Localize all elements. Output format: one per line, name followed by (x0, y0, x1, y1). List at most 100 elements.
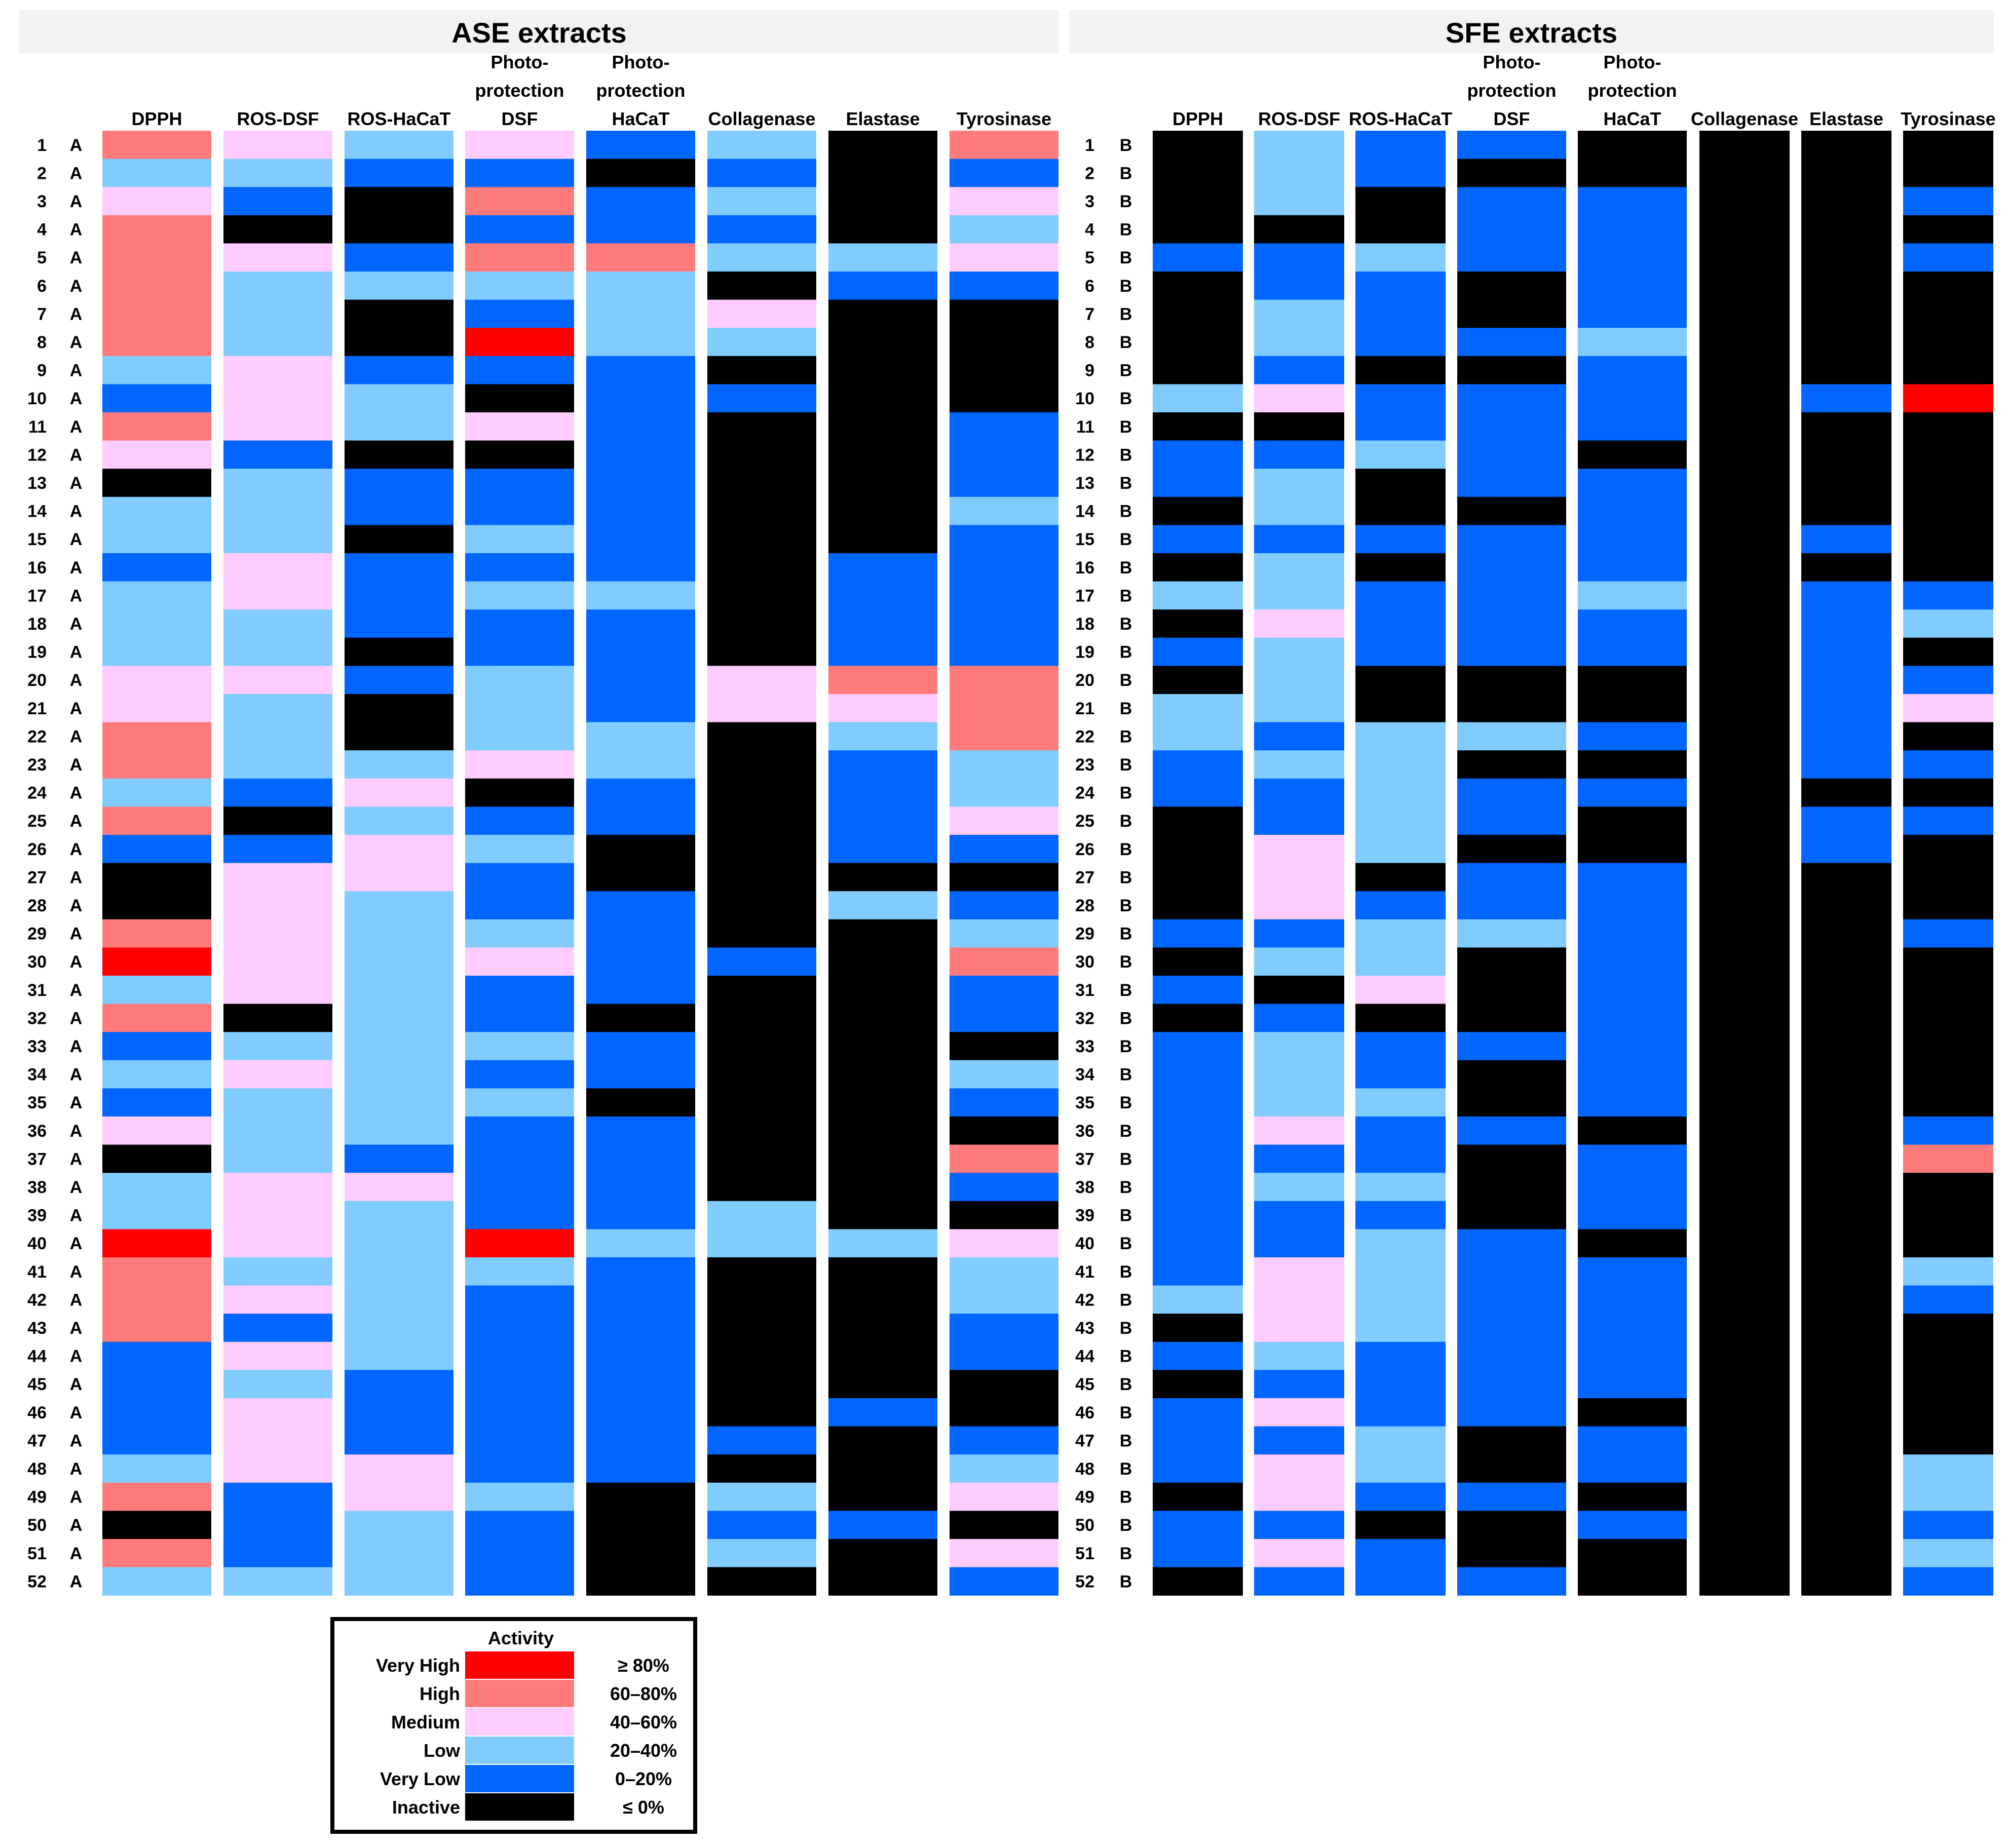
heatmap-cell (1903, 1116, 1993, 1145)
heatmap-cell (102, 1511, 211, 1539)
heatmap-cell (223, 469, 332, 497)
row-type: B (1120, 389, 1132, 408)
column-header: Elastase (1809, 108, 1883, 129)
heatmap-cell (345, 553, 453, 582)
heatmap-cell (950, 525, 1058, 554)
heatmap-cell (1457, 384, 1566, 413)
heatmap-cell (345, 1144, 453, 1173)
heatmap-cell (102, 1201, 211, 1229)
heatmap-cell (828, 553, 937, 582)
row-type: B (1120, 1375, 1132, 1394)
heatmap-cell (345, 947, 453, 976)
heatmap-cell (102, 215, 211, 244)
heatmap-cell (828, 806, 937, 835)
heatmap-cell (1801, 1088, 1891, 1117)
heatmap-cell (1801, 1398, 1891, 1427)
heatmap-cell (1153, 1285, 1243, 1314)
row-type: A (70, 502, 83, 521)
heatmap-cell (1903, 778, 1993, 807)
row-number: 12 (1075, 445, 1094, 465)
heatmap-cell (1801, 1116, 1891, 1145)
heatmap-cell (950, 243, 1058, 272)
heatmap-cell (345, 1511, 453, 1539)
heatmap-cell (1355, 1539, 1446, 1568)
heatmap-cell (1153, 1032, 1243, 1061)
heatmap-cell (1457, 919, 1566, 948)
heatmap-cell (707, 525, 816, 554)
heatmap-cell (707, 1454, 816, 1483)
row-type: B (1120, 1122, 1132, 1141)
row-number: 45 (1075, 1375, 1094, 1394)
heatmap-cell (1153, 722, 1243, 751)
heatmap-cell (102, 553, 211, 582)
row-type: B (1120, 671, 1132, 690)
heatmap-cell (102, 609, 211, 638)
heatmap-cell (828, 131, 937, 160)
heatmap-cell (1903, 1004, 1993, 1032)
heatmap-cell (1801, 384, 1891, 413)
row-type: A (70, 417, 83, 437)
heatmap-cell (828, 666, 937, 695)
row-number: 50 (27, 1516, 47, 1535)
heatmap-cell (828, 1032, 937, 1061)
heatmap-cell (1153, 609, 1243, 638)
heatmap-cell (950, 1229, 1058, 1258)
heatmap-cell (102, 1144, 211, 1173)
heatmap-cell (1153, 1173, 1243, 1202)
heatmap-cell (707, 187, 816, 216)
heatmap-cell (223, 159, 332, 187)
heatmap-cell (1153, 1201, 1243, 1229)
heatmap-cell (707, 356, 816, 384)
row-number: 8 (1085, 333, 1094, 352)
heatmap-cell (707, 891, 816, 920)
heatmap-cell (950, 919, 1058, 948)
heatmap-cell (1578, 694, 1687, 723)
row-number: 14 (27, 502, 47, 521)
heatmap-cell (1578, 299, 1687, 328)
heatmap-cell (465, 1173, 574, 1202)
heatmap-cell (1153, 1116, 1243, 1145)
heatmap-cell (465, 1201, 574, 1229)
heatmap-cell (1355, 215, 1446, 244)
row-type: B (1120, 896, 1132, 915)
row-number: 9 (1085, 361, 1094, 380)
heatmap-cell (1355, 272, 1446, 300)
row-number: 3 (1085, 192, 1094, 211)
row-number: 43 (27, 1319, 47, 1338)
heatmap-cell (707, 694, 816, 723)
heatmap-cell (1153, 1314, 1243, 1342)
row-number: 20 (1075, 671, 1094, 690)
heatmap-cell (1457, 1060, 1566, 1089)
row-type: B (1120, 1065, 1132, 1085)
row-type: B (1120, 1234, 1132, 1253)
heatmap-cell (1801, 1060, 1891, 1089)
heatmap-cell (707, 328, 816, 357)
row-number: 3 (37, 192, 47, 211)
heatmap-cell (102, 412, 211, 441)
legend-item-label: Inactive (392, 1797, 460, 1818)
heatmap-cell (465, 1426, 574, 1455)
heatmap-cell (1699, 891, 1790, 920)
heatmap-cell (1153, 243, 1243, 272)
row-type: A (70, 164, 83, 183)
row-type: A (70, 1178, 83, 1197)
row-number: 51 (1075, 1544, 1094, 1563)
heatmap-cell (1153, 440, 1243, 469)
heatmap-cell (223, 1511, 332, 1539)
heatmap-cell (1457, 412, 1566, 441)
row-type: B (1120, 1488, 1132, 1507)
heatmap-cell (1903, 694, 1993, 723)
heatmap-cell (1457, 694, 1566, 723)
column-header: Collagenase (708, 108, 815, 129)
heatmap-cell (586, 1032, 695, 1061)
heatmap-cell (1903, 1567, 1993, 1596)
heatmap-cell (102, 356, 211, 384)
heatmap-cell (1355, 835, 1446, 864)
heatmap-cell (1578, 976, 1687, 1005)
legend-swatch (465, 1708, 574, 1736)
heatmap-cell (465, 384, 574, 413)
heatmap-cell (1801, 778, 1891, 807)
heatmap-cell (1578, 1060, 1687, 1089)
heatmap-cell (345, 328, 453, 357)
heatmap-cell (1699, 976, 1790, 1005)
